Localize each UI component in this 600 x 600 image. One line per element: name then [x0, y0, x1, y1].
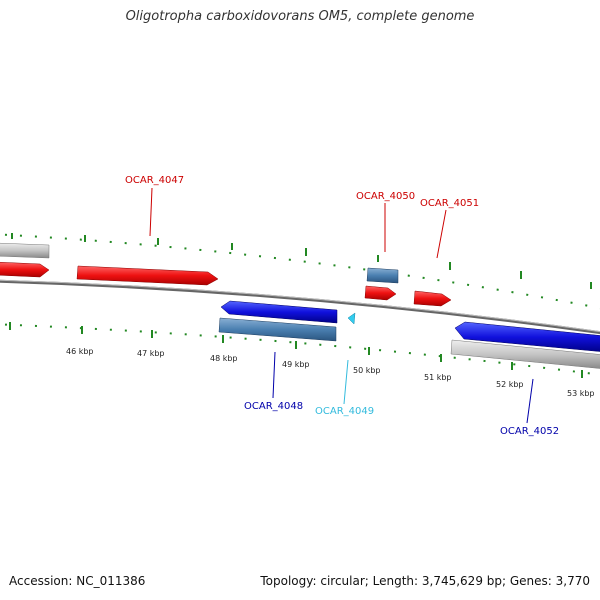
leader-ocar-4049 — [343, 359, 349, 405]
cds-arrow-ocar-4050[interactable] — [364, 285, 397, 301]
gene-box-ocar-4050[interactable] — [366, 267, 399, 284]
label-leaders — [149, 187, 534, 424]
gene-feature-grey-ocar-4052[interactable] — [450, 339, 600, 369]
tick-label-51kbp: 51 kbp — [424, 373, 452, 382]
small-feature-ocar-4049[interactable] — [347, 312, 356, 325]
gene-label-ocar-4049[interactable]: OCAR_4049 — [315, 406, 374, 417]
gene-labels: OCAR_4047 OCAR_4050 OCAR_4051 OCAR_4048 … — [125, 175, 559, 437]
inner-major-ticks — [9, 322, 583, 378]
leader-ocar-4051 — [436, 209, 447, 259]
tick-label-47kbp: 47 kbp — [137, 349, 165, 358]
cds-arrow-ocar-4048[interactable] — [220, 300, 338, 324]
gene-box-ocar-4048[interactable] — [218, 317, 337, 342]
forward-features — [0, 242, 452, 307]
cds-arrow-ocar-4047[interactable] — [76, 265, 219, 286]
outer-tick-track — [0, 233, 600, 310]
tick-label-49kbp: 49 kbp — [282, 360, 310, 369]
gene-label-ocar-4048[interactable]: OCAR_4048 — [244, 401, 303, 412]
gene-label-ocar-4047[interactable]: OCAR_4047 — [125, 175, 184, 186]
tick-label-53kbp: 53 kbp — [567, 389, 595, 398]
gene-label-ocar-4052[interactable]: OCAR_4052 — [500, 426, 559, 437]
cds-arrow-ocar-4052[interactable] — [454, 321, 600, 352]
genome-summary-text: Topology: circular; Length: 3,745,629 bp… — [260, 574, 590, 588]
tick-label-52kbp: 52 kbp — [496, 380, 524, 389]
leader-ocar-4052 — [526, 378, 534, 424]
leader-ocar-4047 — [149, 187, 153, 237]
outer-major-ticks — [11, 233, 592, 289]
genome-backbone-highlight — [0, 279, 600, 333]
cds-arrow-left[interactable] — [0, 261, 50, 278]
tick-label-46kbp: 46 kbp — [66, 347, 94, 356]
gene-label-ocar-4051[interactable]: OCAR_4051 — [420, 198, 479, 209]
inner-tick-track — [0, 322, 600, 378]
cds-arrow-ocar-4051[interactable] — [413, 290, 452, 307]
reverse-features — [218, 300, 600, 369]
leader-ocar-4048 — [272, 351, 276, 399]
page-title: Oligotropha carboxidovorans OM5, complet… — [125, 9, 475, 24]
accession-text: Accession: NC_011386 — [9, 574, 146, 588]
genome-backbone — [0, 279, 600, 335]
gene-label-ocar-4050[interactable]: OCAR_4050 — [356, 191, 415, 202]
gene-feature-grey-left[interactable] — [0, 242, 50, 259]
scale-labels: 46 kbp 47 kbp 48 kbp 49 kbp 50 kbp 51 kb… — [66, 347, 595, 398]
tick-label-50kbp: 50 kbp — [353, 366, 381, 375]
tick-label-48kbp: 48 kbp — [210, 354, 238, 363]
